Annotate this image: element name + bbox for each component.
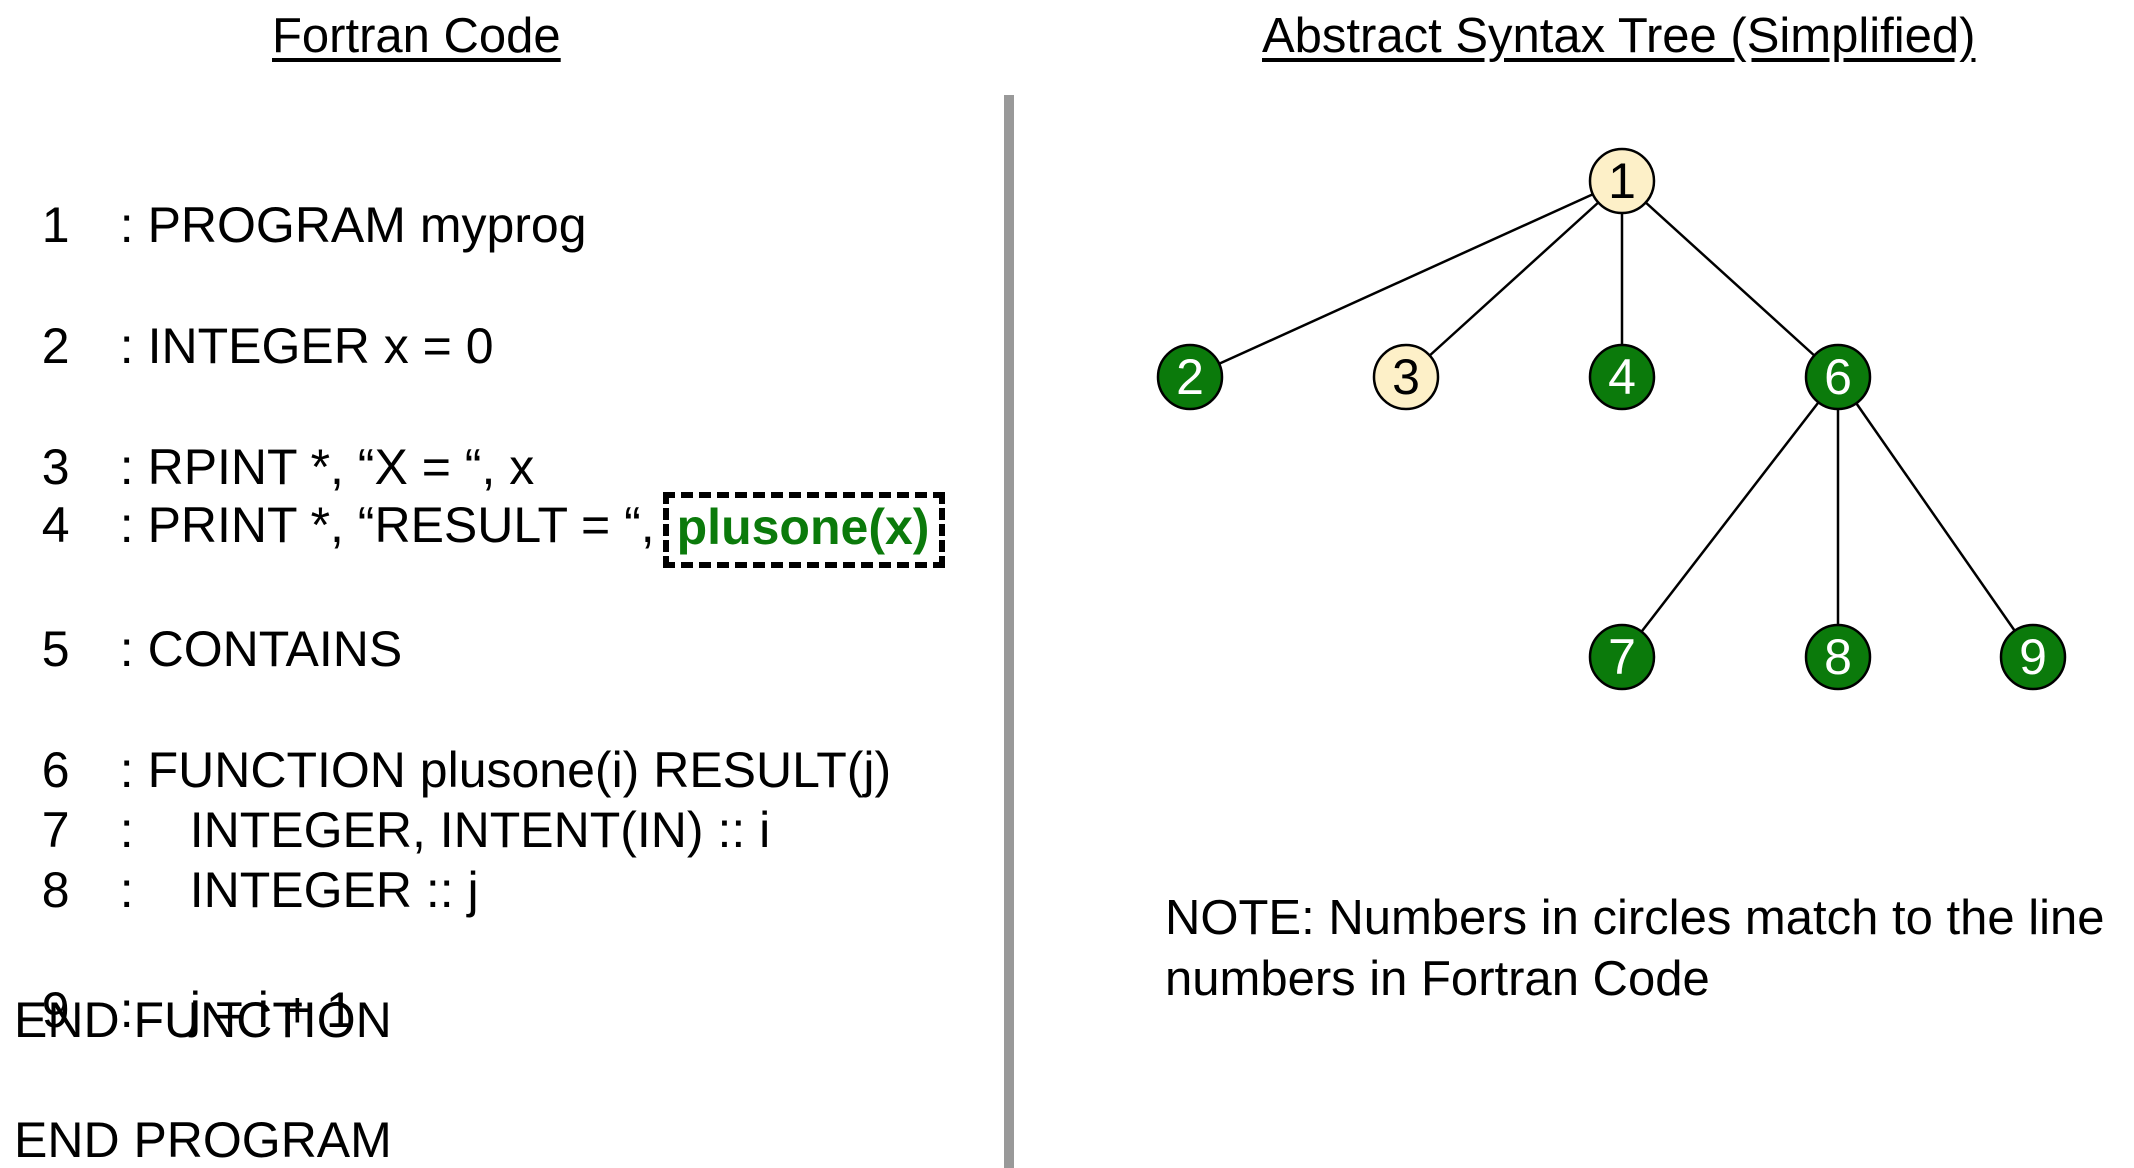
- tree-node-3: 3: [1372, 343, 1440, 411]
- tree-node-circle: [1588, 623, 1656, 691]
- tree-edge-6-9: [1855, 402, 2016, 632]
- line-number: 4: [41, 497, 70, 553]
- code-line-6: 6 : FUNCTION plusone(i) RESULT(j): [14, 695, 891, 795]
- note-text: NOTE: Numbers in circles match to the li…: [1165, 888, 2125, 1010]
- end-program-line: END PROGRAM: [14, 1112, 392, 1168]
- tree-edge-1-6: [1644, 201, 1816, 357]
- tree-node-label: 4: [1608, 349, 1636, 405]
- code-text: : FUNCTION plusone(i) RESULT(j): [119, 742, 892, 798]
- tree-node-label: 6: [1824, 349, 1852, 405]
- code-line-5: 5 : CONTAINS: [14, 574, 402, 674]
- tree-node-9: 9: [1999, 623, 2067, 691]
- tree-node-label: 7: [1608, 629, 1636, 685]
- tree-node-circle: [1804, 623, 1872, 691]
- tree-node-label: 9: [2019, 629, 2047, 685]
- tree-edge-1-3: [1428, 201, 1600, 357]
- code-line-8: 8: INTEGER :: j: [14, 815, 479, 915]
- code-text: :: [119, 862, 134, 918]
- line-number: 2: [41, 318, 70, 374]
- code-text: :: [119, 802, 134, 858]
- line-number: 5: [41, 621, 70, 677]
- tree-node-8: 8: [1804, 623, 1872, 691]
- code-body: INTEGER :: j: [189, 862, 479, 918]
- code-text: : PRINT *, “RESULT = “,: [119, 497, 655, 553]
- tree-node-circle: [1372, 343, 1440, 411]
- line-number: 9: [41, 982, 70, 1038]
- tree-node-4: 4: [1588, 343, 1656, 411]
- tree-nodes: 1 2 3 4 6 7 8 9: [1156, 147, 2067, 691]
- code-body: j = i + 1: [189, 982, 354, 1038]
- tree-node-circle: [1804, 343, 1872, 411]
- line-number: 3: [41, 439, 70, 495]
- code-line-9: 9: j = i + 1: [14, 935, 354, 1035]
- tree-node-6: 6: [1804, 343, 1872, 411]
- ast-title: Abstract Syntax Tree (Simplified): [1262, 9, 1976, 63]
- code-text: : PROGRAM myprog: [119, 197, 587, 253]
- line-number: 6: [41, 742, 70, 798]
- tree-edge-1-2: [1218, 193, 1594, 365]
- tree-node-circle: [1999, 623, 2067, 691]
- code-text: : RPINT *, “X = “, x: [119, 439, 535, 495]
- code-line-2: 2 : INTEGER x = 0: [14, 271, 494, 371]
- note-line-1: NOTE: Numbers in circles match to the li…: [1165, 891, 2105, 945]
- fortran-code-title: Fortran Code: [272, 9, 561, 63]
- code-text: : INTEGER x = 0: [119, 318, 494, 374]
- tree-node-label: 2: [1176, 349, 1204, 405]
- tree-node-label: 1: [1608, 153, 1636, 209]
- code-text: :: [119, 982, 134, 1038]
- line-number: 7: [41, 802, 70, 858]
- code-line-7: 7: INTEGER, INTENT(IN) :: i: [14, 755, 770, 855]
- tree-node-circle: [1156, 343, 1224, 411]
- tree-node-1: 1: [1588, 147, 1656, 215]
- line-number: 1: [41, 197, 70, 253]
- code-line-3: 3 : RPINT *, “X = “, x: [14, 392, 534, 492]
- tree-node-circle: [1588, 343, 1656, 411]
- highlight-box: plusone(x): [662, 492, 946, 568]
- tree-edge-6-7: [1640, 401, 1820, 633]
- code-body: INTEGER, INTENT(IN) :: i: [189, 802, 771, 858]
- tree-node-circle: [1588, 147, 1656, 215]
- note-line-2: numbers in Fortran Code: [1165, 952, 1710, 1006]
- tree-node-label: 3: [1392, 349, 1420, 405]
- panel-divider: [1004, 95, 1014, 1168]
- tree-edges: [1218, 193, 2016, 633]
- tree-node-7: 7: [1588, 623, 1656, 691]
- line-number: 8: [41, 862, 70, 918]
- code-line-1: 1 : PROGRAM myprog: [14, 150, 587, 250]
- tree-node-label: 8: [1824, 629, 1852, 685]
- code-line-4: 4 : PRINT *, “RESULT = “, plusone(x): [14, 440, 946, 568]
- highlighted-call: plusone(x): [676, 499, 930, 555]
- end-function-line: END FUNCTION: [14, 992, 392, 1048]
- code-text: : CONTAINS: [119, 621, 403, 677]
- tree-node-2: 2: [1156, 343, 1224, 411]
